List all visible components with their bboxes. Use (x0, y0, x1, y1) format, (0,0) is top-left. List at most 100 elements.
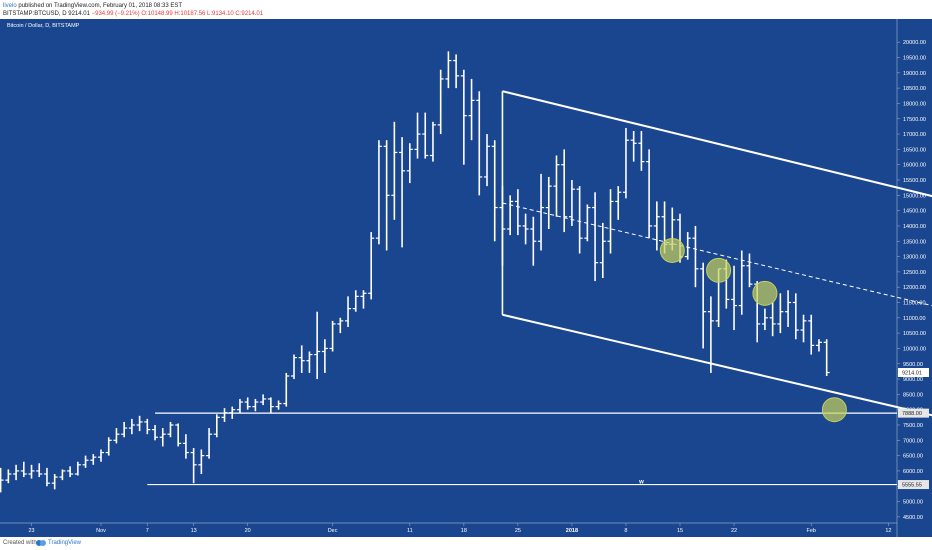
highlight-circle (752, 280, 778, 306)
ohlc-bar (437, 69, 444, 135)
ohlc-bar (267, 397, 274, 413)
ohlc-bar (630, 131, 637, 162)
y-tick-label: 11000.00 (903, 316, 926, 322)
ohlc-bar (314, 311, 321, 380)
ohlc-bar (422, 112, 429, 159)
ohlc-bar (206, 428, 213, 459)
ohlc-bar (692, 225, 699, 288)
ohlc-bar (105, 437, 112, 456)
ohlc-bar (638, 131, 645, 171)
ohlc-bar (383, 140, 390, 251)
ohlc-bar (298, 345, 305, 373)
ohlc-bar (792, 293, 799, 340)
ohlc-bar (507, 195, 514, 236)
symbol-line: BITSTAMP:BTCUSD, D 9214.01 −934.99 (−9.2… (3, 10, 263, 18)
ohlc-bar (13, 464, 20, 481)
y-tick-label: 5000.00 (903, 500, 923, 506)
ohlc-bar (584, 204, 591, 242)
ohlc-bar (468, 78, 475, 141)
ohlc-bar (67, 466, 74, 478)
y-tick-label: 4500.00 (903, 515, 923, 521)
y-tick-label: 10000.00 (903, 346, 926, 352)
ohlc-bar (98, 449, 104, 462)
ohlc-bar (244, 397, 251, 410)
highlight-circle (659, 237, 685, 263)
ohlc-bar (391, 121, 398, 220)
ohlc-bar (568, 180, 575, 226)
ohlc-bar (43, 467, 50, 487)
ohlc-bar (530, 216, 537, 266)
ohlc-bar (622, 127, 629, 199)
y-tick-label: 13000.00 (903, 255, 926, 261)
publish-info: published on TradingView.com, February 0… (18, 3, 183, 9)
author-link[interactable]: livelo (3, 3, 17, 9)
ohlc-bar (785, 290, 792, 327)
ohlc-bar (352, 290, 359, 312)
x-tick-label: 11 (407, 528, 413, 534)
ohlc-bar (182, 434, 189, 459)
y-tick-label: 18000.00 (903, 101, 926, 107)
ohlc-bar (136, 415, 143, 432)
ohlc-bar (198, 449, 205, 474)
y-tick-label: 15000.00 (903, 193, 926, 199)
annotation-markers: w (638, 237, 847, 486)
price-chart[interactable]: Bitcoin / Dollar, D, BITSTAMP w 4500.00 5… (0, 19, 932, 537)
ohlc-bar (545, 176, 552, 229)
ohlc-bar (291, 354, 297, 380)
ohlc-bar (345, 296, 352, 327)
publish-line: livelo published on TradingView.com, Feb… (3, 2, 182, 10)
ohlc-bar (800, 314, 807, 343)
x-tick-label: 23 (28, 528, 34, 534)
last-price-label: 9214.01 (902, 371, 922, 377)
ohlc-bar (144, 418, 151, 435)
ohlc-bar (777, 293, 784, 334)
time-axis: 23Nov71320Dec111825201881522Feb1219 (28, 523, 892, 534)
y-tick-label: 8500.00 (903, 392, 923, 398)
x-tick-label: Feb (806, 528, 815, 534)
ohlc-bar (746, 253, 753, 288)
ohlc-bar (167, 421, 174, 438)
ohlc-values: O:10148.99 H:10187.56 L:9134.10 C:9214.0… (141, 11, 264, 17)
y-tick-label: 12500.00 (903, 270, 926, 276)
ohlc-bar (275, 400, 282, 410)
x-tick-label: 7 (146, 528, 149, 534)
ohlc-bar (236, 398, 243, 413)
ohlc-bar (159, 428, 166, 447)
ohlc-bar (453, 54, 460, 89)
ohlc-bar (321, 339, 328, 373)
ohlc-bar (615, 186, 622, 220)
ohlc-bar (399, 137, 406, 248)
x-tick-label: 22 (731, 528, 737, 534)
ohlc-bar (607, 189, 614, 254)
x-tick-label: 8 (624, 528, 627, 534)
y-tick-label: 6000.00 (903, 469, 923, 475)
last-price-tag (898, 368, 929, 378)
y-tick-label: 17500.00 (903, 117, 926, 123)
channel-median-line (502, 202, 932, 307)
highlight-circle (706, 257, 732, 283)
price-change: −934.99 (−9.21%) (91, 11, 140, 17)
ohlc-bar (707, 296, 714, 373)
price-axis: 4500.005000.005500.006000.006500.007000.… (897, 40, 929, 521)
ohlc-bar (252, 398, 259, 412)
x-tick-label: 25 (515, 528, 521, 534)
x-tick-label: 2018 (566, 528, 578, 534)
y-tick-label: 12000.00 (903, 285, 926, 291)
ohlc-bar (514, 189, 521, 236)
ohlc-bar (429, 121, 436, 162)
tradingview-brand-link[interactable]: TradingView (48, 540, 82, 546)
ohlc-bar (190, 447, 197, 484)
plot-area (0, 19, 897, 523)
ohlc-bar (731, 265, 738, 331)
x-tick-label: 15 (677, 528, 683, 534)
channel-upper-line (502, 90, 932, 198)
ohlc-bar (445, 51, 452, 89)
y-tick-label: 19500.00 (903, 56, 926, 62)
y-tick-label: 14000.00 (903, 224, 926, 230)
ohlc-bars (0, 51, 830, 493)
ohlc-bar (476, 91, 483, 196)
ohlc-bar (329, 320, 336, 352)
ohlc-bar (260, 394, 267, 406)
y-tick-label: 7500.00 (903, 423, 923, 429)
x-tick-label: Nov (96, 528, 106, 534)
